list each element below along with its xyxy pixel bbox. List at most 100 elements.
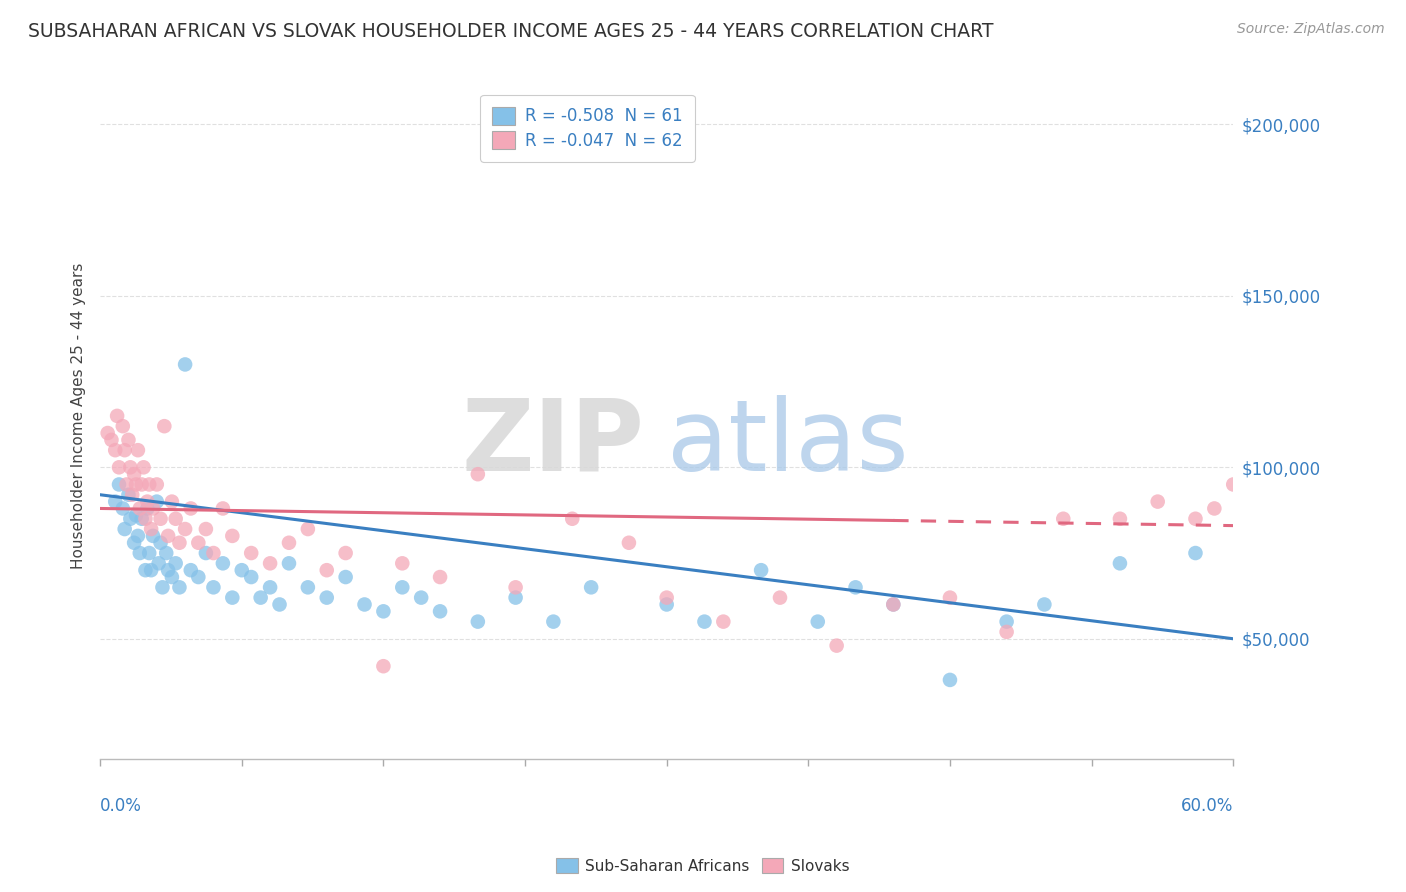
Point [1204,501,1226,516]
Point [579,580,602,594]
Point [121,488,143,502]
Point [165,512,187,526]
Point [995,624,1018,639]
Point [1033,598,1056,612]
Point [160,570,183,584]
Point [353,598,375,612]
Point [165,557,187,571]
Point [467,467,489,482]
Point [655,591,678,605]
Point [249,591,271,605]
Legend: Sub-Saharan Africans, Slovaks: Sub-Saharan Africans, Slovaks [550,852,856,880]
Point [240,546,263,560]
Point [391,580,413,594]
Point [882,598,904,612]
Point [278,535,301,549]
Point [269,598,291,612]
Point [122,467,145,482]
Point [825,639,848,653]
Point [543,615,565,629]
Point [297,522,319,536]
Point [505,591,527,605]
Point [174,522,197,536]
Point [221,591,243,605]
Point [174,358,197,372]
Point [142,501,165,516]
Point [120,512,142,526]
Point [125,477,148,491]
Point [114,522,136,536]
Point [108,460,131,475]
Point [115,477,138,491]
Point [807,615,830,629]
Point [995,615,1018,629]
Point [882,598,904,612]
Point [1222,477,1244,491]
Point [711,615,734,629]
Point [315,563,337,577]
Point [160,494,183,508]
Point [212,501,235,516]
Point [138,477,160,491]
Point [844,580,866,594]
Point [155,546,177,560]
Point [187,570,209,584]
Point [749,563,772,577]
Point [1146,494,1168,508]
Point [769,591,792,605]
Point [1052,512,1074,526]
Point [373,659,395,673]
Text: 60.0%: 60.0% [1181,797,1233,814]
Point [157,529,180,543]
Point [169,535,191,549]
Point [146,477,169,491]
Point [128,501,150,516]
Point [105,409,128,423]
Point [1109,557,1132,571]
Point [117,433,139,447]
Point [240,570,263,584]
Point [153,419,176,434]
Point [104,494,127,508]
Point [939,673,962,687]
Y-axis label: Householder Income Ages 25 - 44 years: Householder Income Ages 25 - 44 years [72,263,86,569]
Point [180,563,202,577]
Point [138,546,160,560]
Point [505,580,527,594]
Point [148,557,170,571]
Point [149,535,172,549]
Point [939,591,962,605]
Point [122,535,145,549]
Point [127,443,149,458]
Point [429,604,451,618]
Point [111,419,134,434]
Point [297,580,319,594]
Point [617,535,640,549]
Point [259,580,281,594]
Point [100,433,122,447]
Point [202,546,225,560]
Point [1184,546,1206,560]
Point [132,460,155,475]
Point [411,591,433,605]
Point [467,615,489,629]
Point [259,557,281,571]
Text: 0.0%: 0.0% [100,797,142,814]
Point [655,598,678,612]
Point [202,580,225,594]
Point [373,604,395,618]
Point [146,494,169,508]
Point [142,529,165,543]
Legend: R = -0.508  N = 61, R = -0.047  N = 62: R = -0.508 N = 61, R = -0.047 N = 62 [481,95,695,161]
Point [315,591,337,605]
Point [194,522,217,536]
Point [149,512,172,526]
Point [157,563,180,577]
Point [125,508,148,523]
Point [117,488,139,502]
Point [104,443,127,458]
Point [391,557,413,571]
Text: Source: ZipAtlas.com: Source: ZipAtlas.com [1237,22,1385,37]
Point [278,557,301,571]
Point [139,522,162,536]
